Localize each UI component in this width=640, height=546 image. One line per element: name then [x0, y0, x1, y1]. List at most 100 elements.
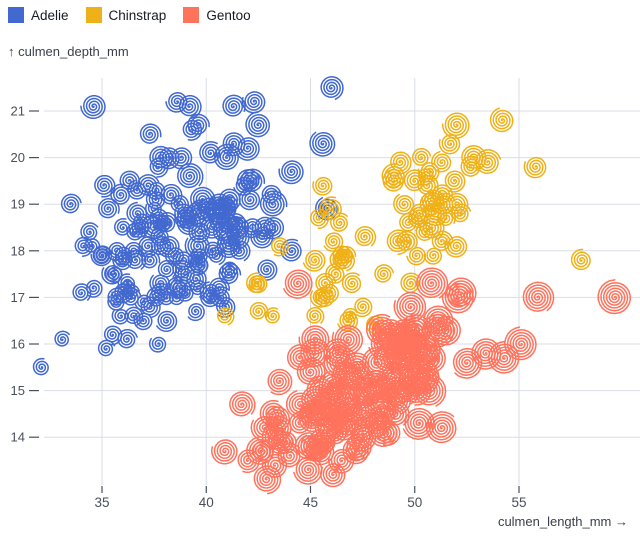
data-point-chinstrap: [310, 208, 330, 230]
data-point-adelie: [150, 235, 172, 257]
data-point-adelie: [168, 288, 185, 306]
x-axis-label: culmen_length_mm →: [497, 514, 628, 529]
data-point-gentoo: [267, 368, 293, 396]
data-point-adelie: [241, 91, 266, 114]
data-point-adelie: [213, 143, 241, 171]
data-point-adelie: [149, 208, 169, 230]
x-tick-label-55: 55: [511, 495, 526, 510]
data-point-chinstrap: [393, 193, 415, 215]
data-point-adelie: [126, 222, 146, 241]
data-point-chinstrap: [408, 206, 429, 229]
data-point-adelie: [112, 251, 133, 271]
data-point-chinstrap: [419, 191, 442, 216]
data-point-gentoo: [380, 376, 411, 406]
x-tick-label-50: 50: [407, 495, 422, 510]
data-point-adelie: [54, 330, 70, 347]
data-point-adelie: [182, 119, 203, 141]
data-point-adelie: [208, 246, 227, 266]
data-point-chinstrap: [341, 272, 362, 294]
legend-item-gentoo: Gentoo: [183, 7, 251, 23]
data-point-adelie: [165, 92, 188, 113]
y-tick-label-18: 18: [11, 243, 25, 258]
data-point-adelie: [164, 247, 184, 266]
data-point-adelie: [32, 357, 49, 376]
data-point-chinstrap: [329, 249, 351, 270]
legend-label-adelie: Adelie: [31, 7, 69, 23]
data-point-chinstrap: [423, 247, 443, 265]
data-point-adelie: [218, 262, 242, 284]
data-point-gentoo: [522, 281, 555, 312]
data-point-adelie: [84, 238, 101, 255]
data-point-chinstrap: [264, 307, 280, 324]
data-point-chinstrap: [386, 229, 411, 255]
data-point-adelie: [145, 190, 166, 210]
data-point-adelie: [250, 226, 274, 249]
data-point-adelie: [110, 183, 132, 205]
data-point-adelie: [175, 285, 194, 302]
data-point-chinstrap: [445, 192, 469, 217]
data-point-gentoo: [253, 465, 282, 495]
data-point-chinstrap: [330, 212, 348, 232]
data-point-chinstrap: [306, 306, 325, 324]
data-point-gentoo: [322, 404, 348, 432]
legend-item-chinstrap: Chinstrap: [85, 7, 166, 23]
data-point-gentoo: [423, 305, 454, 335]
legend-swatch-chinstrap: [85, 7, 102, 23]
data-point-chinstrap: [354, 226, 377, 247]
data-point-gentoo: [277, 442, 301, 468]
data-point-gentoo: [252, 440, 275, 464]
data-point-adelie: [208, 193, 231, 217]
data-point-gentoo: [301, 385, 330, 416]
data-point-gentoo: [471, 338, 502, 370]
data-point-adelie: [103, 325, 123, 346]
data-point-adelie: [210, 286, 230, 308]
data-point-adelie: [261, 184, 282, 204]
data-point-gentoo: [331, 324, 364, 356]
data-point-gentoo: [342, 352, 369, 381]
data-point-chinstrap: [325, 263, 345, 284]
data-point-gentoo: [261, 423, 287, 450]
data-point-adelie: [140, 296, 161, 319]
data-point-chinstrap: [312, 176, 333, 196]
data-point-gentoo: [322, 419, 347, 445]
data-point-gentoo: [327, 448, 355, 474]
data-point-chinstrap: [451, 203, 472, 223]
data-point-chinstrap: [246, 272, 266, 294]
data-point-chinstrap: [314, 286, 335, 308]
data-point-chinstrap: [315, 272, 337, 293]
data-point-chinstrap: [249, 301, 269, 320]
data-point-adelie: [280, 238, 302, 262]
data-point-adelie: [309, 131, 336, 157]
legend-label-gentoo: Gentoo: [206, 7, 251, 23]
data-point-chinstrap: [406, 246, 427, 266]
data-point-gentoo: [383, 400, 410, 426]
data-point-adelie: [200, 214, 226, 239]
data-point-gentoo: [298, 325, 330, 355]
data-point-gentoo: [265, 406, 291, 433]
data-point-adelie: [257, 259, 278, 281]
x-tick-label-45: 45: [303, 495, 318, 510]
data-point-chinstrap: [374, 264, 394, 283]
data-point-adelie: [148, 336, 167, 353]
data-point-adelie: [243, 218, 263, 239]
data-point-chinstrap: [489, 107, 514, 133]
data-point-chinstrap: [396, 230, 418, 251]
data-point-adelie: [146, 286, 167, 307]
data-point-adelie: [139, 123, 162, 144]
data-point-adelie: [187, 113, 210, 135]
data-point-adelie: [117, 328, 138, 349]
data-point-chinstrap: [412, 147, 432, 166]
data-point-adelie: [98, 197, 120, 219]
y-tick-label-16: 16: [11, 337, 25, 352]
data-point-adelie: [157, 259, 177, 278]
y-tick-label-20: 20: [11, 150, 25, 165]
data-point-gentoo: [429, 315, 461, 346]
data-point-chinstrap: [248, 274, 268, 294]
data-point-adelie: [74, 236, 94, 257]
data-point-adelie: [235, 137, 260, 161]
data-point-adelie: [278, 160, 304, 185]
data-point-gentoo: [411, 366, 440, 395]
data-point-adelie: [190, 247, 208, 264]
data-point-adelie: [187, 303, 205, 322]
